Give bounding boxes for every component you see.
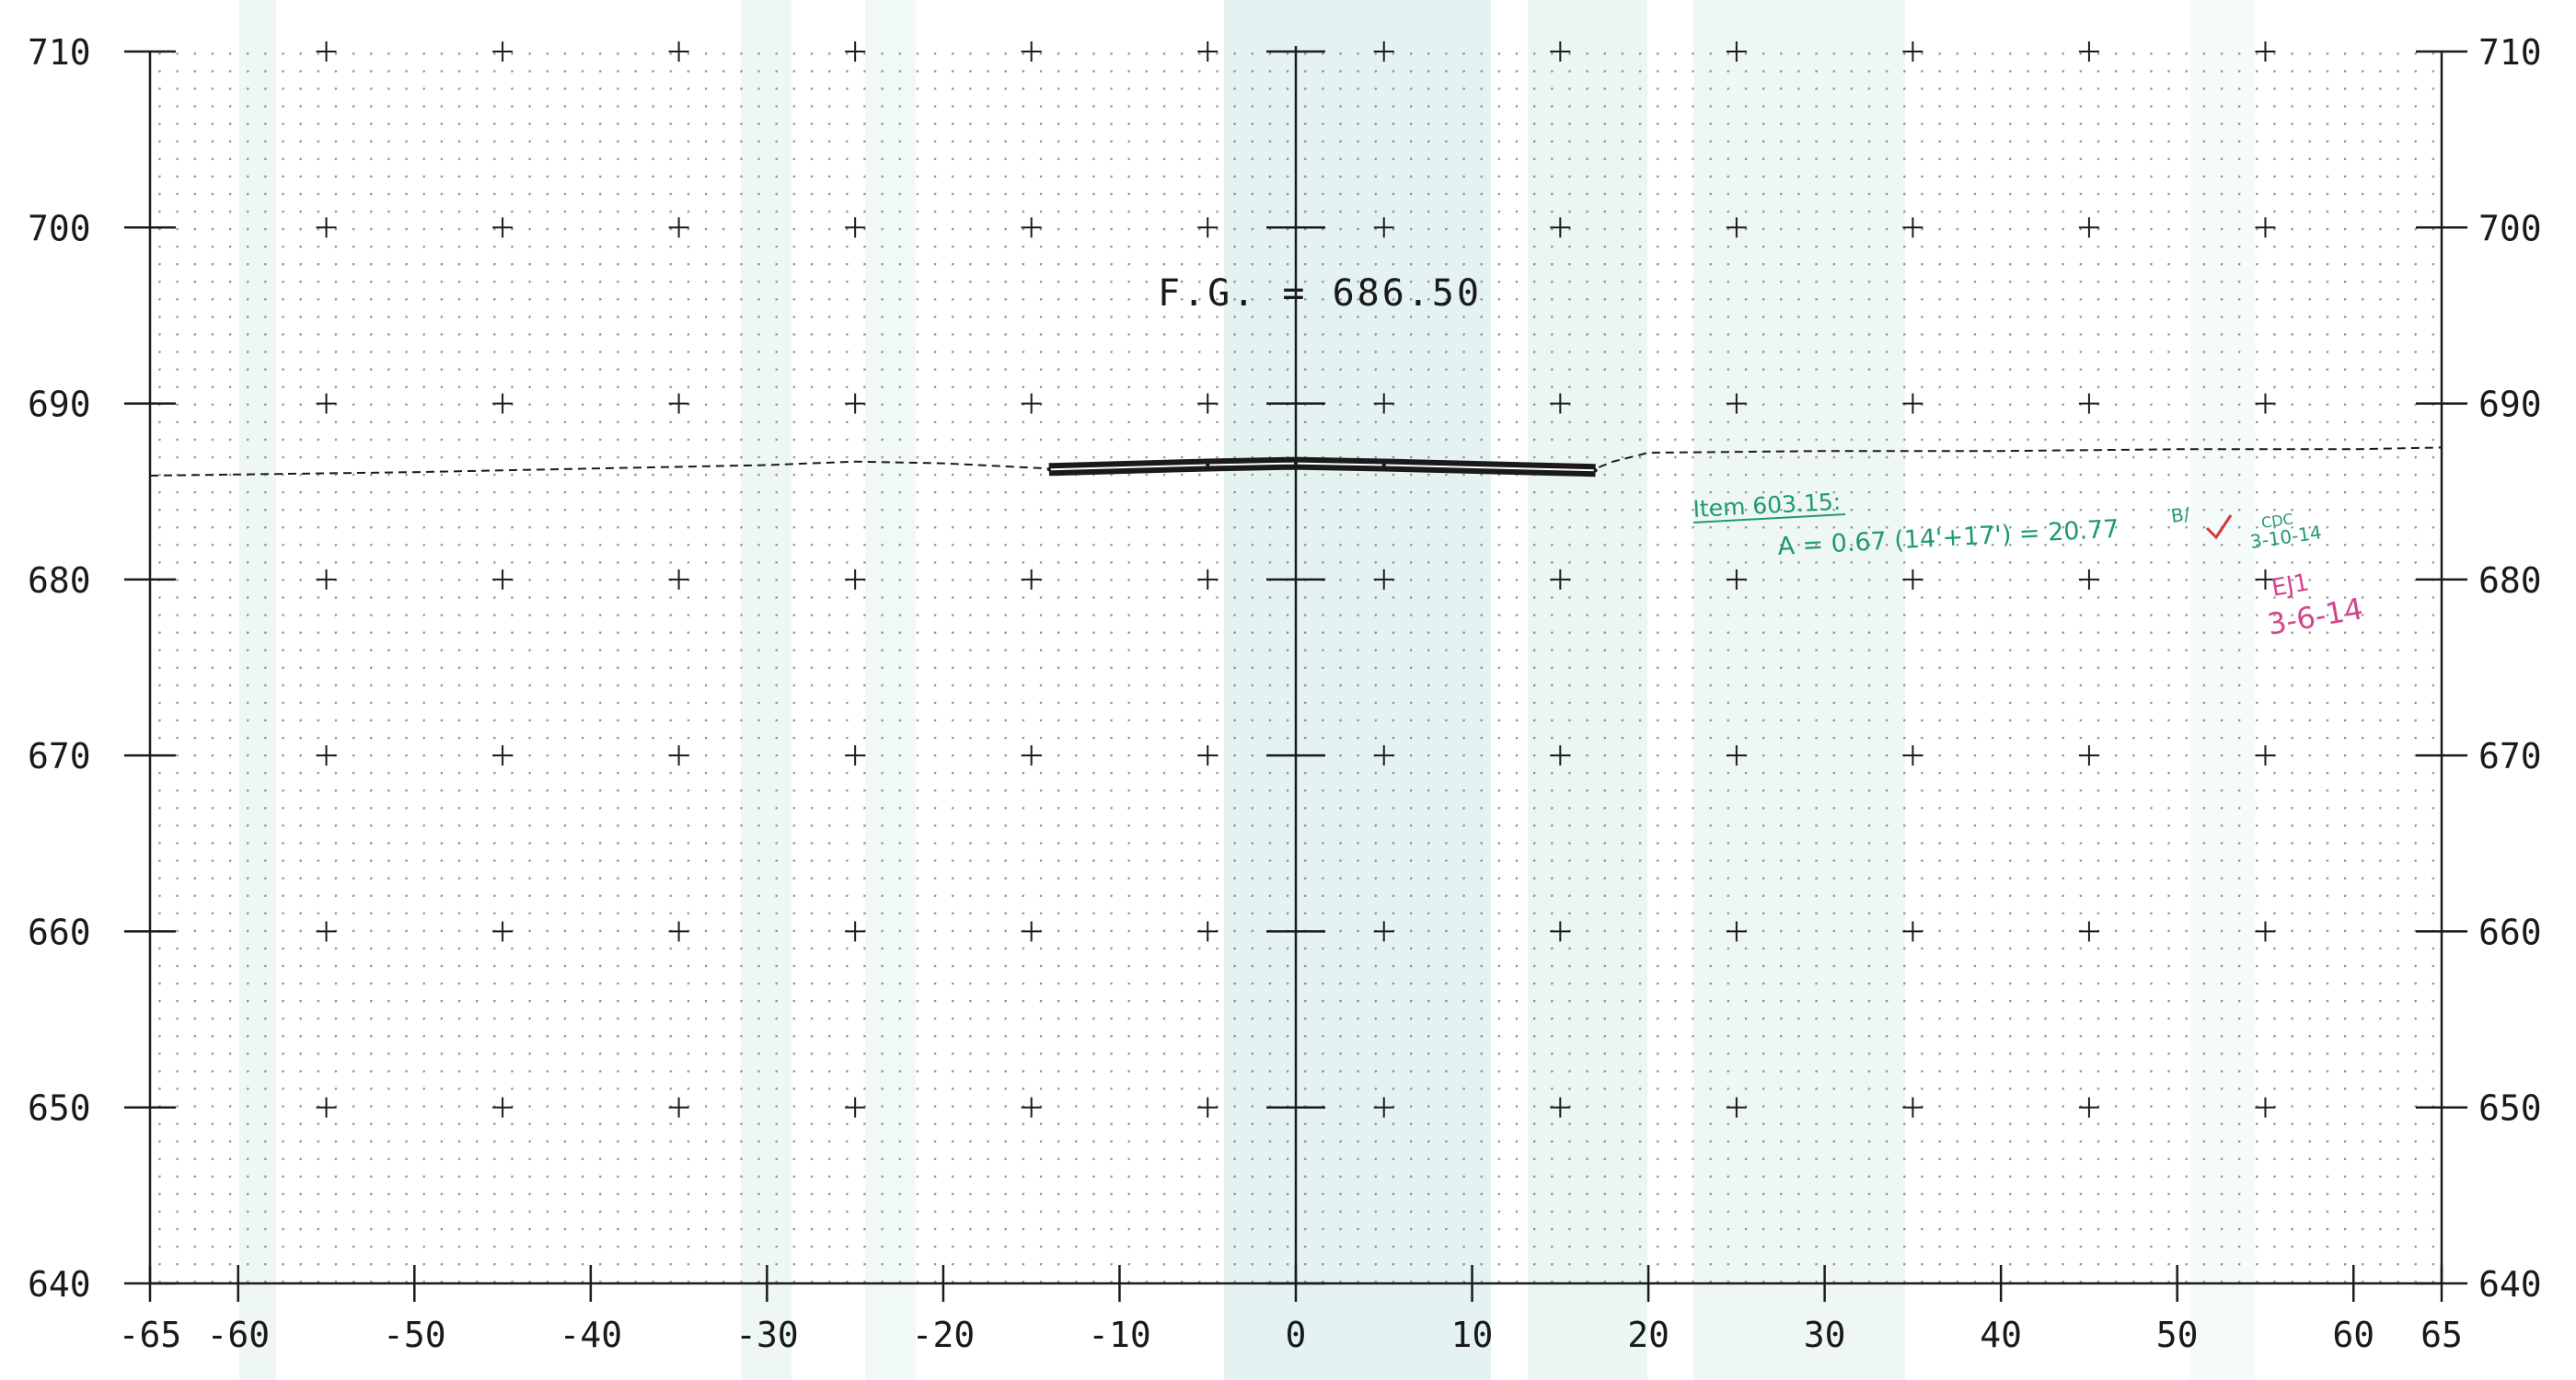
right-y-tick-label: 650 <box>2478 1088 2542 1129</box>
y-tick-labels-left: 640 650 660 670 680 690 700 710 <box>28 32 91 1305</box>
pavement-point <box>1206 463 1210 467</box>
x-tick-label: -20 <box>912 1315 976 1355</box>
x-tick-label: 65 <box>2420 1315 2463 1355</box>
left-y-tick-label: 680 <box>28 560 91 601</box>
left-y-tick-label: 640 <box>28 1264 91 1305</box>
reviewer-initials: B/ <box>2169 502 2191 527</box>
pavement-point <box>1381 463 1386 467</box>
right-y-tick-label: 700 <box>2478 208 2542 248</box>
x-tick-label: 30 <box>1804 1315 1846 1355</box>
pavement-point <box>1593 468 1598 473</box>
x-tick-labels: -65 -60 -50 -40 -30 -20 -10 0 10 20 30 40 50 60 65 <box>119 1315 2463 1355</box>
x-tick-label: -50 <box>383 1315 446 1355</box>
grid-crosses <box>316 41 2276 1118</box>
x-tick-label: 20 <box>1627 1315 1669 1355</box>
right-y-tick-label: 660 <box>2478 912 2542 952</box>
right-y-tick-label: 710 <box>2478 32 2542 73</box>
right-y-tick-label: 670 <box>2478 736 2542 776</box>
left-y-tick-label: 670 <box>28 736 91 776</box>
right-y-tick-label: 640 <box>2478 1264 2542 1305</box>
x-tick-label: -40 <box>560 1315 623 1355</box>
x-tick-label: 10 <box>1451 1315 1494 1355</box>
x-tick-label: -65 <box>119 1315 182 1355</box>
x-tick-label: 50 <box>2156 1315 2199 1355</box>
pavement-point <box>1294 461 1298 466</box>
engineer-initials: EJ1 <box>2270 569 2311 603</box>
left-y-tick-label: 700 <box>28 208 91 248</box>
chart-axes <box>124 46 2467 1302</box>
pavement-point <box>1046 467 1051 472</box>
x-tick-label: -10 <box>1088 1315 1151 1355</box>
x-tick-label: 0 <box>1286 1315 1307 1355</box>
x-tick-label: -30 <box>735 1315 799 1355</box>
fg-annotation: F.G. = 686.50 <box>1158 272 1482 315</box>
series-layer <box>149 446 2443 477</box>
x-tick-label: -60 <box>206 1315 270 1355</box>
x-tick-label: 60 <box>2332 1315 2374 1355</box>
red-check-mark <box>2205 514 2233 540</box>
left-y-tick-label: 710 <box>28 32 91 73</box>
left-y-tick-label: 660 <box>28 912 91 952</box>
right-y-tick-label: 690 <box>2478 385 2542 425</box>
left-y-tick-label: 690 <box>28 385 91 425</box>
item-note-underline <box>1692 513 1846 523</box>
right-y-tick-label: 680 <box>2478 560 2542 601</box>
left-y-tick-label: 650 <box>28 1088 91 1129</box>
x-tick-label: 40 <box>1980 1315 2022 1355</box>
y-tick-labels-right: 640 650 660 670 680 690 700 710 <box>2478 32 2542 1305</box>
checker-initials: CDC <box>2260 510 2294 532</box>
